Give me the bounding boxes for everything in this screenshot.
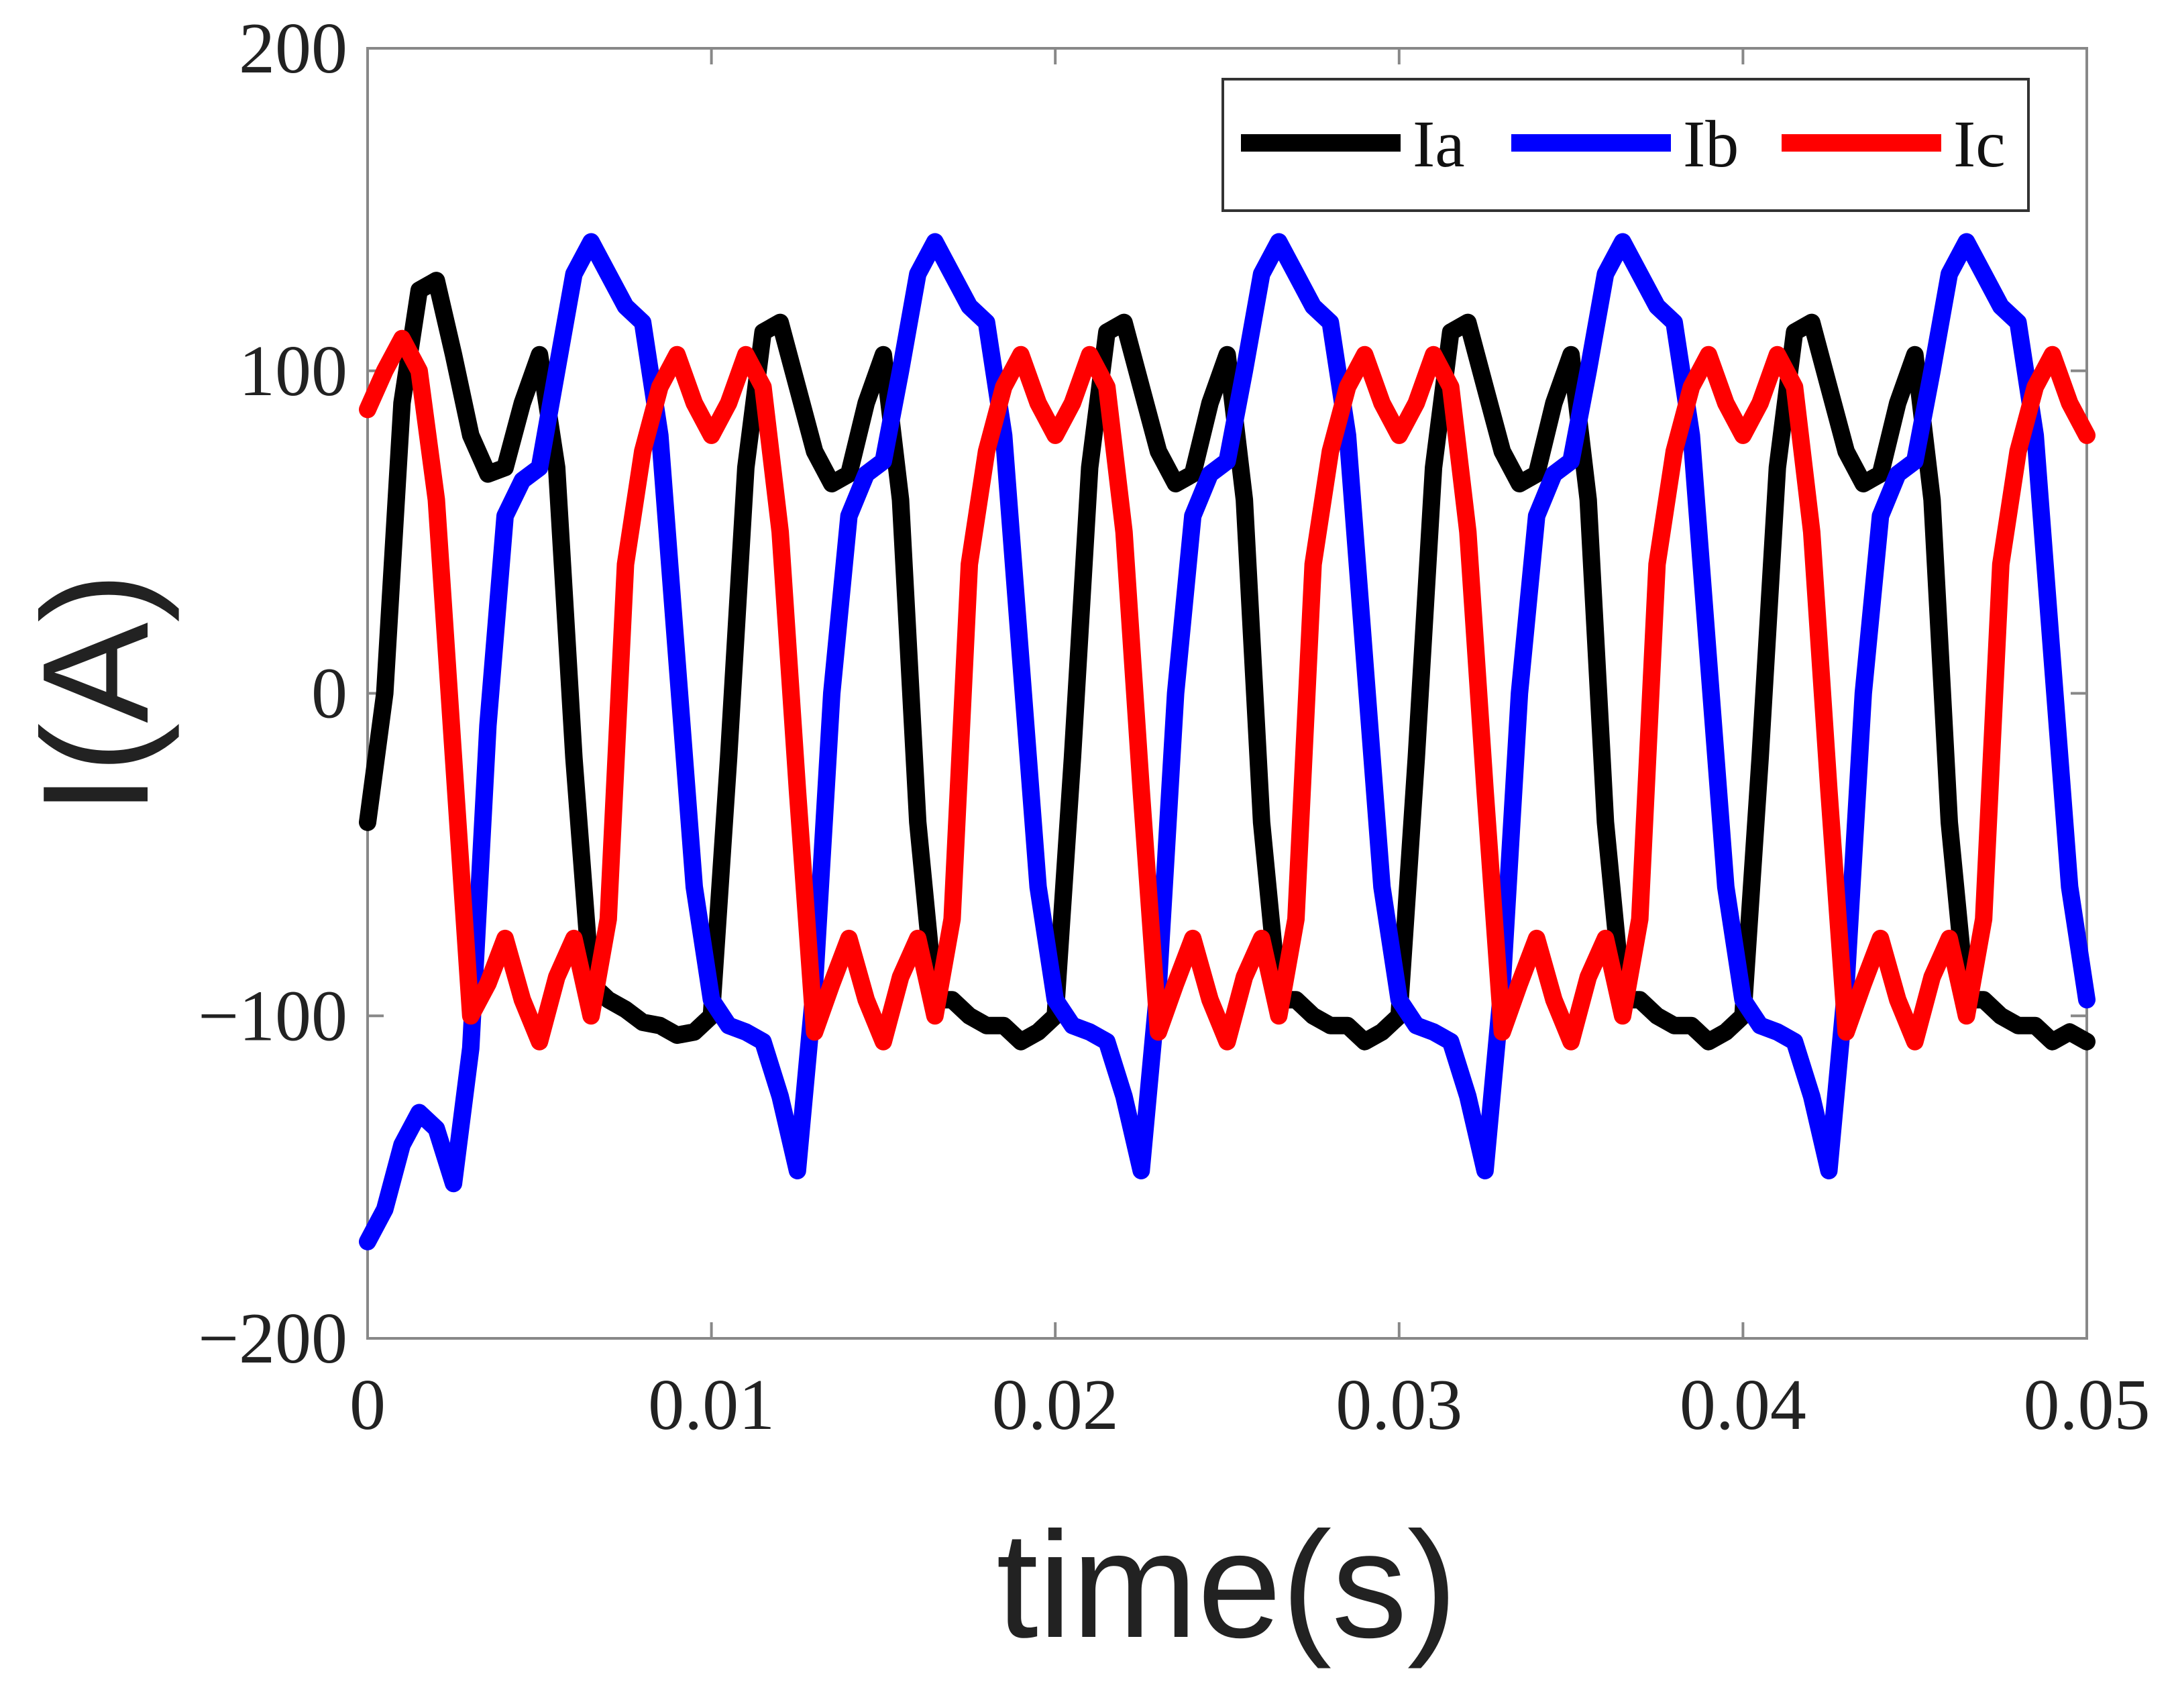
- x-tick-label: 0.04: [1680, 1365, 1806, 1445]
- plot-frame: [366, 47, 2088, 1340]
- legend: Ia Ib Ic: [1221, 78, 2030, 212]
- y-tick-label: 0: [311, 654, 347, 734]
- x-tick-label: 0: [349, 1365, 386, 1445]
- x-axis-label: time(s): [996, 1500, 1457, 1669]
- x-tick-label: 0.05: [2024, 1365, 2151, 1445]
- legend-label: Ia: [1413, 107, 1465, 181]
- legend-label: Ib: [1683, 107, 1739, 181]
- y-tick-label: −100: [198, 976, 347, 1056]
- x-tick-label: 0.02: [992, 1365, 1119, 1445]
- x-tick-label: 0.03: [1336, 1365, 1462, 1445]
- x-tick-label: 0.01: [648, 1365, 775, 1445]
- legend-label: Ic: [1953, 107, 2006, 181]
- series-line: [359, 272, 2096, 1051]
- y-tick-label: 100: [239, 331, 347, 411]
- y-tick-label: −200: [198, 1299, 347, 1379]
- series-line: [359, 329, 2096, 1051]
- y-tick-label: 200: [239, 9, 347, 89]
- y-axis-label: I(A): [11, 572, 180, 815]
